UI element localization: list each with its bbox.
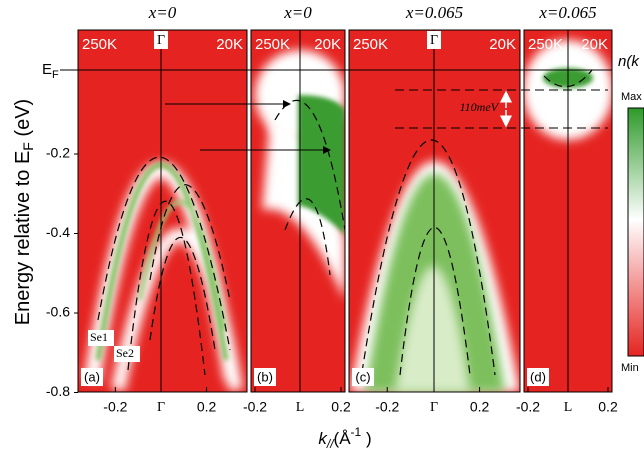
- x-tick-label: -0.2: [103, 399, 127, 415]
- x-tick-label: 0.2: [470, 399, 490, 415]
- x-label-k: k: [318, 429, 328, 448]
- temp-left: 250K: [528, 36, 563, 53]
- tag-box: [352, 368, 374, 386]
- center-box: [427, 31, 441, 49]
- panel-tag: (b): [257, 369, 273, 384]
- y-tick-label: -0.2: [46, 145, 70, 161]
- temp-right: 20K: [216, 36, 243, 53]
- y-axis-label: Energy relative to EF (eV): [12, 99, 35, 325]
- ef-main: E: [42, 61, 52, 78]
- colorbar-min: Min: [621, 362, 639, 374]
- panel-title: x=0.065: [405, 3, 463, 22]
- temp-right: 20K: [581, 36, 608, 53]
- temp-left: 250K: [353, 36, 388, 53]
- x-label-sub: //: [326, 437, 335, 451]
- temp-left: 250K: [82, 36, 117, 53]
- panel-tag: (a): [84, 369, 100, 384]
- colorbar-title: n(k: [618, 53, 640, 70]
- temp-right: 20K: [489, 36, 516, 53]
- x-tick-label: Γ: [430, 400, 438, 415]
- tag-box: [527, 368, 549, 386]
- x-tick-label: -0.2: [243, 399, 267, 415]
- panel-title: x=0: [283, 3, 312, 22]
- panel-tag: (c): [355, 369, 370, 384]
- se2-box: [114, 346, 140, 362]
- tag-box: [254, 368, 276, 386]
- ef-sub: F: [52, 69, 59, 81]
- center-label: Γ: [430, 33, 438, 48]
- panel-title: x=0.065: [538, 3, 596, 22]
- x-tick-label: L: [564, 400, 573, 415]
- x-axis-label: k//(Å-1 ): [318, 425, 371, 451]
- y-axis-label-sub: F: [20, 142, 36, 151]
- y-axis-label-unit: (eV): [12, 99, 34, 142]
- se1-box: [88, 330, 114, 346]
- x-tick-label: Γ: [157, 400, 165, 415]
- x-tick-label: L: [296, 400, 305, 415]
- labels: Energy relative to EF (eV)EF-0.2-0.4-0.6…: [12, 3, 642, 451]
- x-tick-label: -0.2: [516, 399, 540, 415]
- frames: [60, 29, 644, 393]
- center-box: [154, 31, 168, 49]
- x-tick-label: 0.2: [331, 399, 351, 415]
- panel-tag: (d): [530, 369, 546, 384]
- x-tick-label: 0.2: [197, 399, 217, 415]
- panel-title: x=0: [148, 3, 177, 22]
- ef-label: EF: [42, 61, 59, 81]
- y-tick-label: -0.4: [46, 224, 70, 240]
- y-tick-label: -0.8: [46, 383, 70, 399]
- y-axis-label-main: Energy relative to E: [12, 151, 34, 326]
- x-label-unit: (Å: [334, 429, 352, 448]
- y-tick-label: -0.6: [46, 304, 70, 320]
- colorbar-max: Max: [621, 91, 642, 103]
- annotation: Se2: [116, 346, 134, 360]
- temp-left: 250K: [255, 36, 290, 53]
- annotation: Se1: [90, 330, 108, 344]
- center-label: Γ: [157, 33, 165, 48]
- x-label-close: ): [361, 429, 371, 448]
- map-b: [251, 30, 345, 392]
- x-tick-label: 0.2: [598, 399, 618, 415]
- annotation: 110meV: [460, 100, 500, 114]
- x-label-sup: -1: [351, 425, 362, 439]
- x-tick-label: -0.2: [375, 399, 399, 415]
- tag-box: [81, 368, 103, 386]
- temp-right: 20K: [314, 36, 341, 53]
